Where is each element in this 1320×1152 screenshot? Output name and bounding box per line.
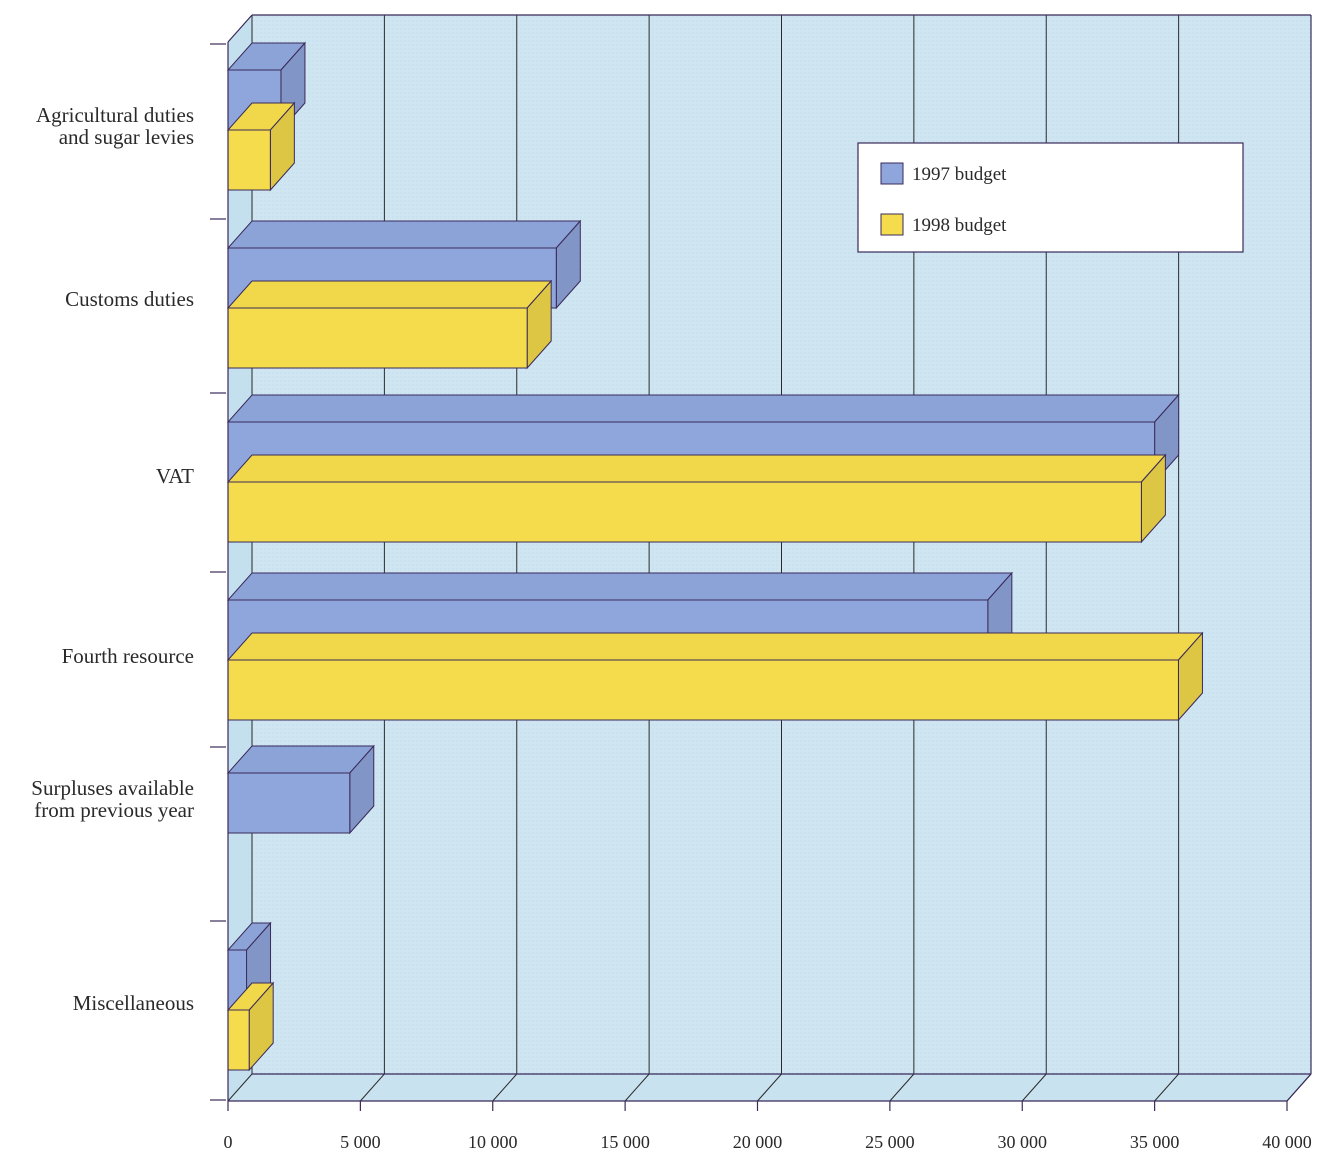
category-label: Surpluses available from previous year xyxy=(31,776,194,822)
category-label: VAT xyxy=(156,464,194,488)
bar-top-face xyxy=(226,632,1204,661)
x-tick-label: 5 000 xyxy=(340,1132,381,1152)
floor-gridline xyxy=(227,1073,253,1102)
x-tick-label: 40 000 xyxy=(1262,1132,1312,1152)
bar xyxy=(226,744,375,835)
x-tick-label: 15 000 xyxy=(600,1132,650,1152)
legend-label: 1998 budget xyxy=(912,215,1007,236)
bar-front-face xyxy=(227,772,351,834)
legend-box xyxy=(857,142,1244,253)
category-label: Customs duties xyxy=(65,287,194,311)
floor-gridline xyxy=(1021,1073,1047,1102)
bar-front-face xyxy=(227,659,1179,721)
x-tick-label: 35 000 xyxy=(1130,1132,1180,1152)
bar-top-face xyxy=(226,220,582,249)
bar-top-face xyxy=(226,454,1167,483)
legend-swatch xyxy=(880,213,904,236)
bar-front-face xyxy=(227,129,271,191)
bar-top-face xyxy=(226,280,553,309)
x-tick-label: 25 000 xyxy=(865,1132,915,1152)
legend: 1997 budget 1998 budget xyxy=(857,142,1244,253)
axes xyxy=(210,14,1312,1111)
bar-front-face xyxy=(227,481,1142,543)
bar-top-face xyxy=(226,394,1180,423)
floor-gridline xyxy=(1154,1073,1179,1102)
bar xyxy=(226,279,553,370)
category-label: Fourth resource xyxy=(62,644,194,668)
frame-corner xyxy=(227,14,253,43)
legend-label: 1997 budget xyxy=(912,164,1007,185)
floor-gridline xyxy=(889,1073,915,1102)
x-tick-label: 30 000 xyxy=(998,1132,1048,1152)
x-tick-label: 20 000 xyxy=(733,1132,783,1152)
category-label: Agricultural duties and sugar levies xyxy=(36,103,194,149)
floor-gridline xyxy=(757,1073,782,1102)
bar xyxy=(226,631,1204,722)
frame-floor-right xyxy=(1286,1073,1312,1102)
floor-gridline xyxy=(360,1073,385,1102)
bar xyxy=(226,453,1167,544)
category-label: Miscellaneous xyxy=(73,991,194,1015)
legend-swatch xyxy=(880,162,904,185)
bar xyxy=(226,101,296,192)
bar-top-face xyxy=(226,572,1013,601)
floor-gridline xyxy=(624,1073,650,1102)
bar xyxy=(226,981,275,1072)
bar-front-face xyxy=(227,307,528,369)
x-tick-label: 0 xyxy=(224,1132,233,1152)
floor-gridline xyxy=(492,1073,518,1102)
x-tick-label: 10 000 xyxy=(468,1132,518,1152)
bars xyxy=(226,41,1204,1072)
bar-top-face xyxy=(226,745,375,774)
bar-front-face xyxy=(227,1009,250,1071)
labels: 0 5 000 10 000 15 000 20 000 25 000 30 000 35 0… xyxy=(31,103,1311,1152)
